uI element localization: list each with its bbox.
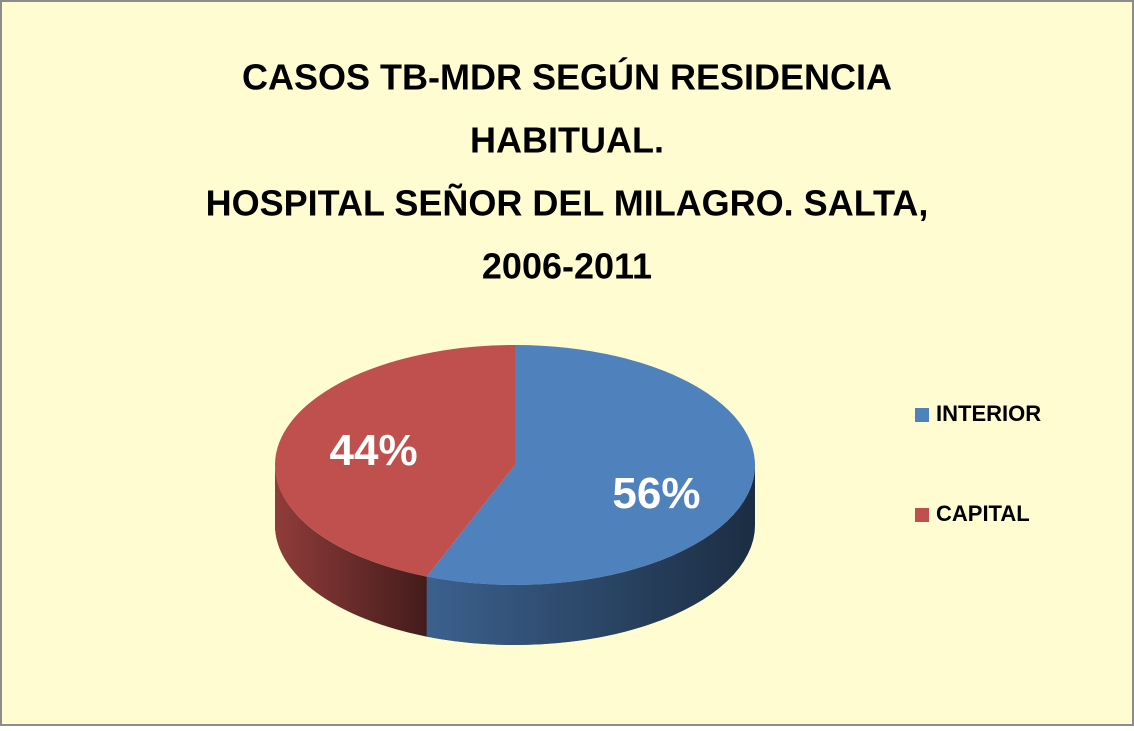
legend-label: CAPITAL [936, 501, 1030, 526]
legend-label: INTERIOR [936, 401, 1041, 426]
data-label: 56% [612, 469, 700, 518]
slice-side [275, 465, 427, 637]
slice-side [426, 465, 755, 646]
chart-title: CASOS TB-MDR SEGÚN RESIDENCIA [242, 56, 892, 98]
chart-title: 2006-2011 [482, 246, 652, 287]
chart-title: HABITUAL. [470, 120, 664, 161]
legend-marker [915, 408, 929, 422]
chart-title: HOSPITAL SEÑOR DEL MILAGRO. SALTA, [206, 182, 929, 224]
legend-marker [915, 508, 929, 522]
pie-slice [426, 345, 756, 585]
pie-slice [275, 345, 515, 577]
data-label: 44% [330, 426, 418, 475]
